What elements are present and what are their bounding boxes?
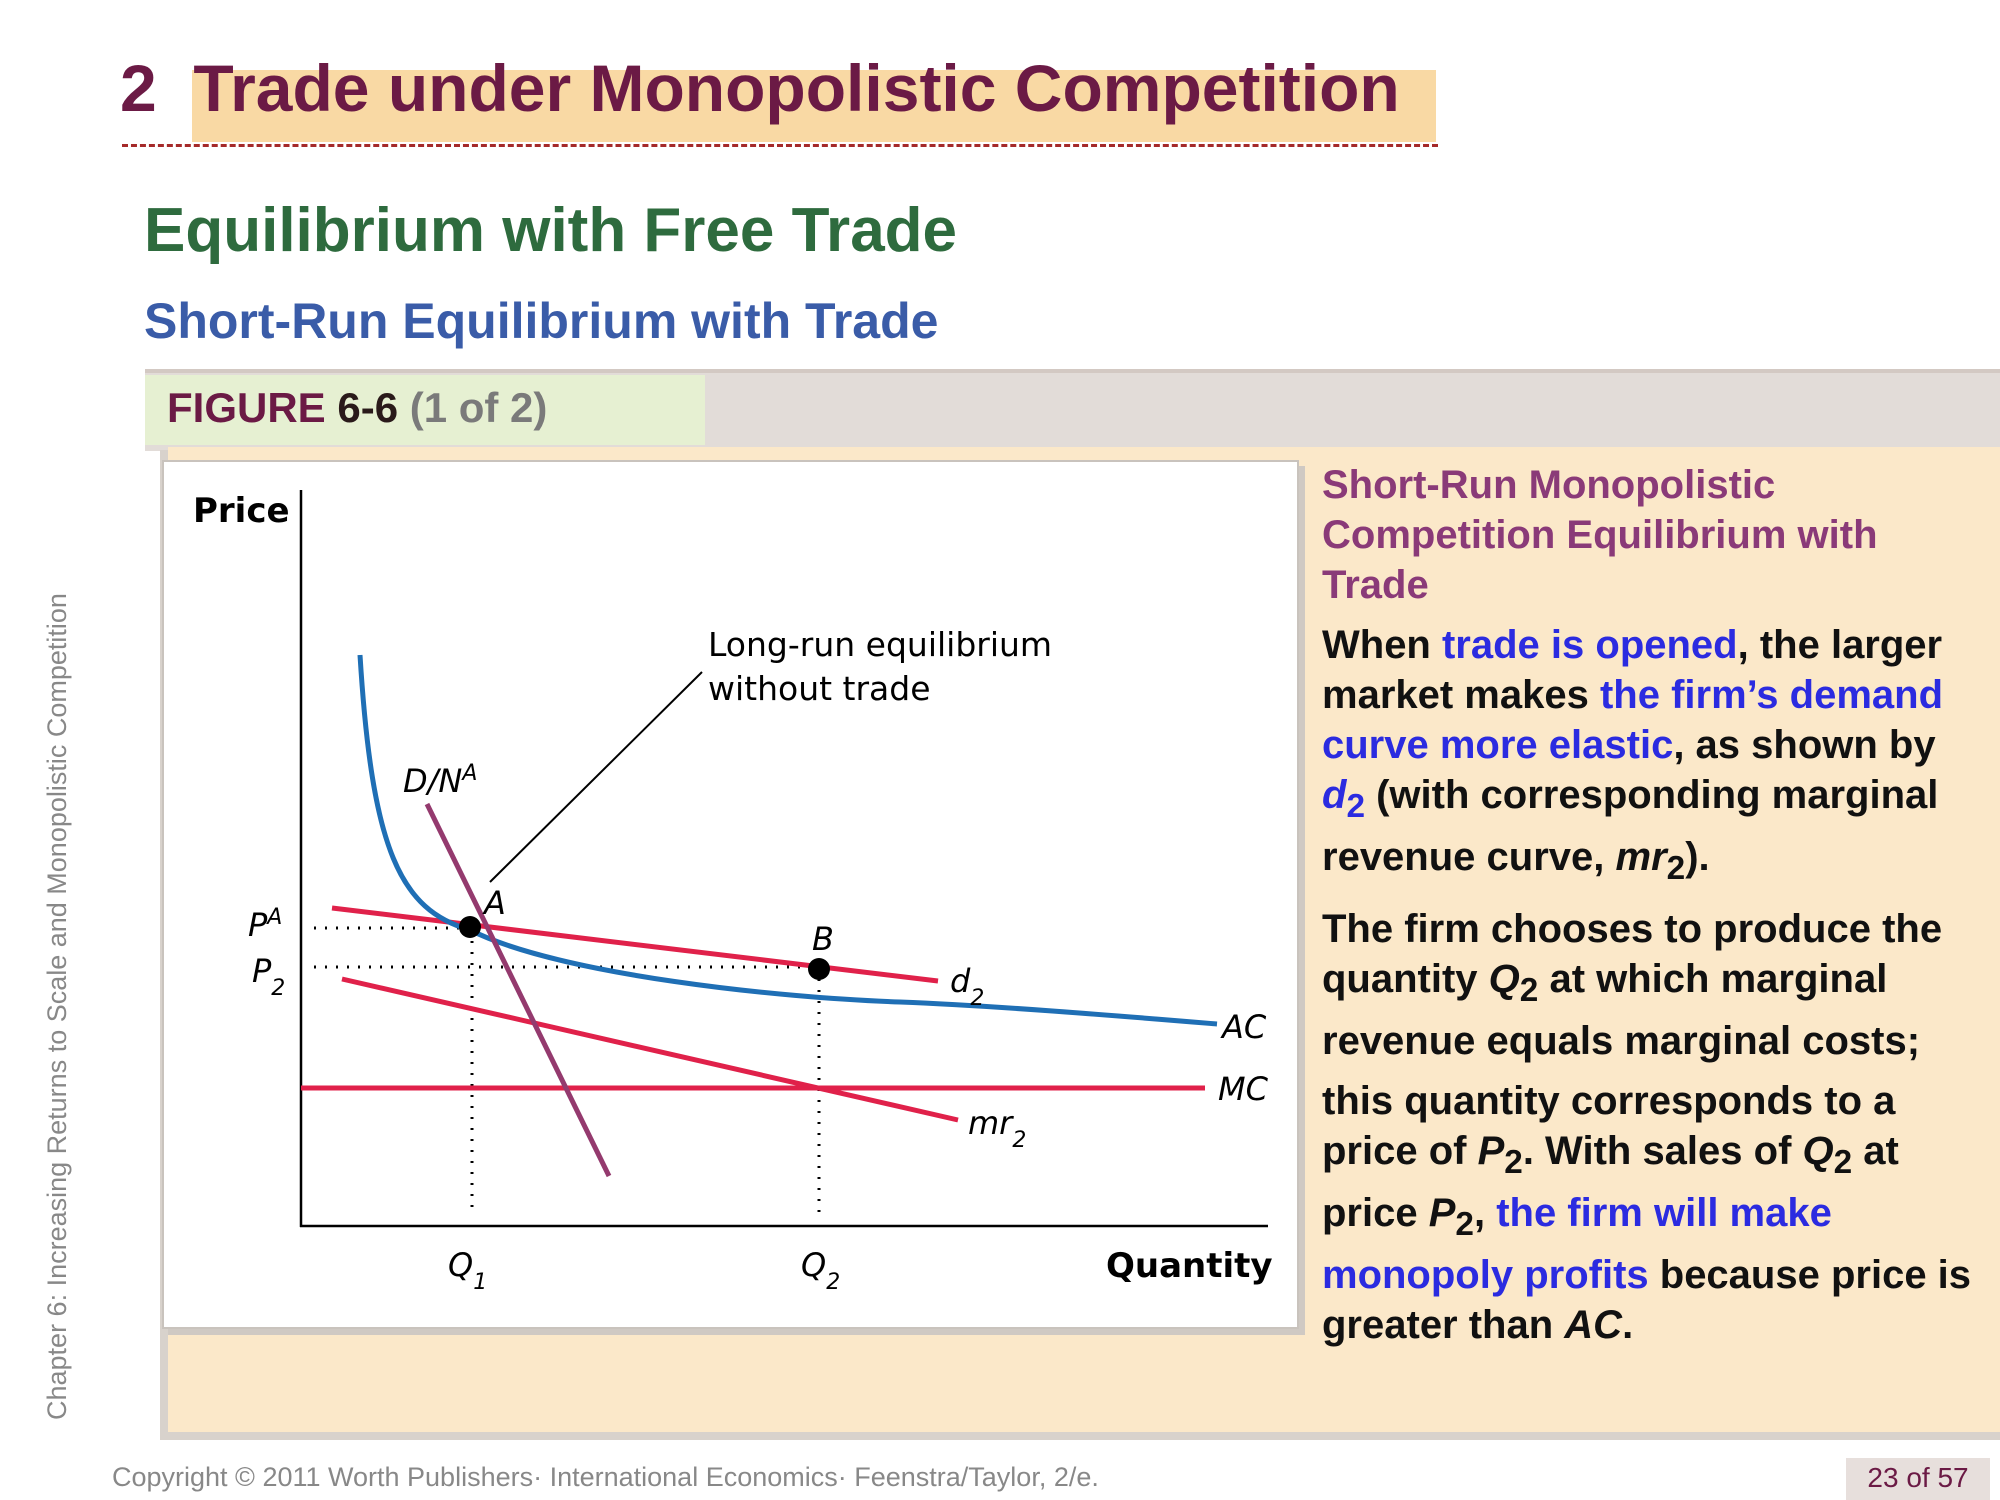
- x-axis-label: Quantity: [1106, 1246, 1273, 1286]
- section-title-text: Trade under Monopolistic Competition: [193, 51, 1400, 125]
- copyright-footer: Copyright © 2011 Worth Publishers· Inter…: [112, 1462, 1099, 1492]
- figure-part: (1 of 2): [409, 384, 548, 431]
- graph-box: [162, 460, 1299, 1329]
- ac-curve: [357, 654, 1218, 1027]
- ac-label: AC: [1220, 1008, 1267, 1046]
- y-axis-label: Price: [193, 491, 290, 531]
- title-divider: [122, 144, 1438, 147]
- figure-caption: Short-Run Monopolistic Competition Equil…: [1322, 460, 1982, 1360]
- figure-label-prefix: FIGURE: [167, 384, 326, 431]
- annotation-line-1: Long-run equilibrium: [708, 625, 1052, 664]
- caption-paragraph-2: The firm chooses to produce the quantity…: [1322, 907, 1943, 1063]
- page-number: 23 of 57: [1867, 1462, 1969, 1493]
- figure-label-box: [145, 375, 705, 445]
- mc-label: MC: [1218, 1070, 1269, 1108]
- slide-subheading: Short-Run Equilibrium with Trade: [144, 293, 939, 349]
- demand-curve: [424, 802, 612, 1178]
- caption-title: Short-Run Monopolistic Competition Equil…: [1322, 463, 1878, 607]
- q2-label: Q2: [801, 1246, 840, 1295]
- q1-label: Q1: [448, 1246, 487, 1295]
- demand-label: D/NA: [403, 761, 477, 801]
- section-title: 2 Trade under Monopolistic Competition: [120, 50, 1400, 126]
- point-a: [459, 916, 481, 938]
- d2-curve: [331, 905, 939, 984]
- page-number-box: [1846, 1458, 1990, 1500]
- annotation-line-2: without trade: [708, 669, 931, 708]
- title-highlight: [192, 70, 1436, 142]
- pa-label: PA: [248, 905, 282, 945]
- point-b-label: B: [812, 920, 834, 958]
- chapter-side-label: Chapter 6: Increasing Returns to Scale a…: [42, 593, 72, 1420]
- p2-label: P2: [252, 952, 285, 1001]
- point-a-label: A: [482, 884, 506, 922]
- annotation-pointer: [489, 671, 703, 883]
- figure-label: FIGURE 6-6 (1 of 2): [167, 384, 547, 432]
- d2-label: d2: [950, 962, 984, 1011]
- section-number: 2: [120, 51, 157, 125]
- mr2-curve: [341, 976, 959, 1123]
- point-b: [808, 958, 830, 980]
- mr2-label: mr2: [968, 1104, 1026, 1153]
- caption-paragraph-1: When trade is opened, the larger market …: [1322, 623, 1943, 887]
- figure-number: 6-6: [337, 384, 399, 431]
- caption-paragraph-3: this quantity corresponds to a price of …: [1322, 1079, 1972, 1347]
- slide-heading: Equilibrium with Free Trade: [144, 196, 958, 265]
